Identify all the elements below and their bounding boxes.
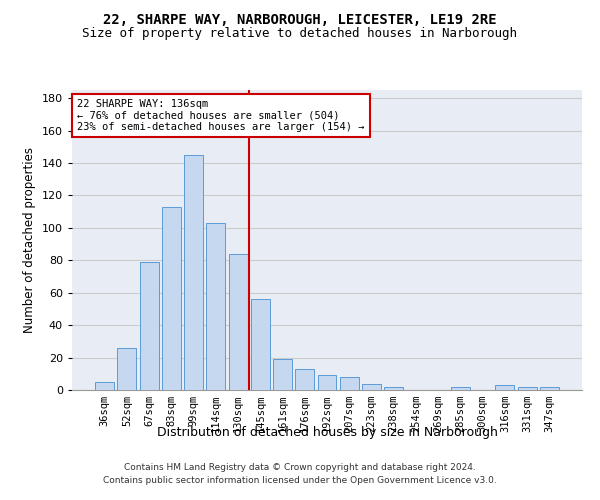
Bar <box>251 299 270 390</box>
Bar <box>229 254 248 390</box>
Bar <box>496 385 514 390</box>
Bar <box>340 377 359 390</box>
Bar <box>362 384 381 390</box>
Bar <box>317 376 337 390</box>
Bar <box>295 369 314 390</box>
Bar <box>95 382 114 390</box>
Text: Distribution of detached houses by size in Narborough: Distribution of detached houses by size … <box>157 426 497 439</box>
Y-axis label: Number of detached properties: Number of detached properties <box>23 147 36 333</box>
Text: Size of property relative to detached houses in Narborough: Size of property relative to detached ho… <box>83 28 517 40</box>
Bar <box>451 387 470 390</box>
Bar <box>518 387 536 390</box>
Bar <box>184 155 203 390</box>
Bar <box>162 207 181 390</box>
Bar <box>384 387 403 390</box>
Text: Contains HM Land Registry data © Crown copyright and database right 2024.: Contains HM Land Registry data © Crown c… <box>124 464 476 472</box>
Bar <box>140 262 158 390</box>
Bar <box>273 359 292 390</box>
Bar <box>118 348 136 390</box>
Text: 22 SHARPE WAY: 136sqm
← 76% of detached houses are smaller (504)
23% of semi-det: 22 SHARPE WAY: 136sqm ← 76% of detached … <box>77 99 365 132</box>
Text: Contains public sector information licensed under the Open Government Licence v3: Contains public sector information licen… <box>103 476 497 485</box>
Bar <box>206 223 225 390</box>
Bar <box>540 387 559 390</box>
Text: 22, SHARPE WAY, NARBOROUGH, LEICESTER, LE19 2RE: 22, SHARPE WAY, NARBOROUGH, LEICESTER, L… <box>103 12 497 26</box>
